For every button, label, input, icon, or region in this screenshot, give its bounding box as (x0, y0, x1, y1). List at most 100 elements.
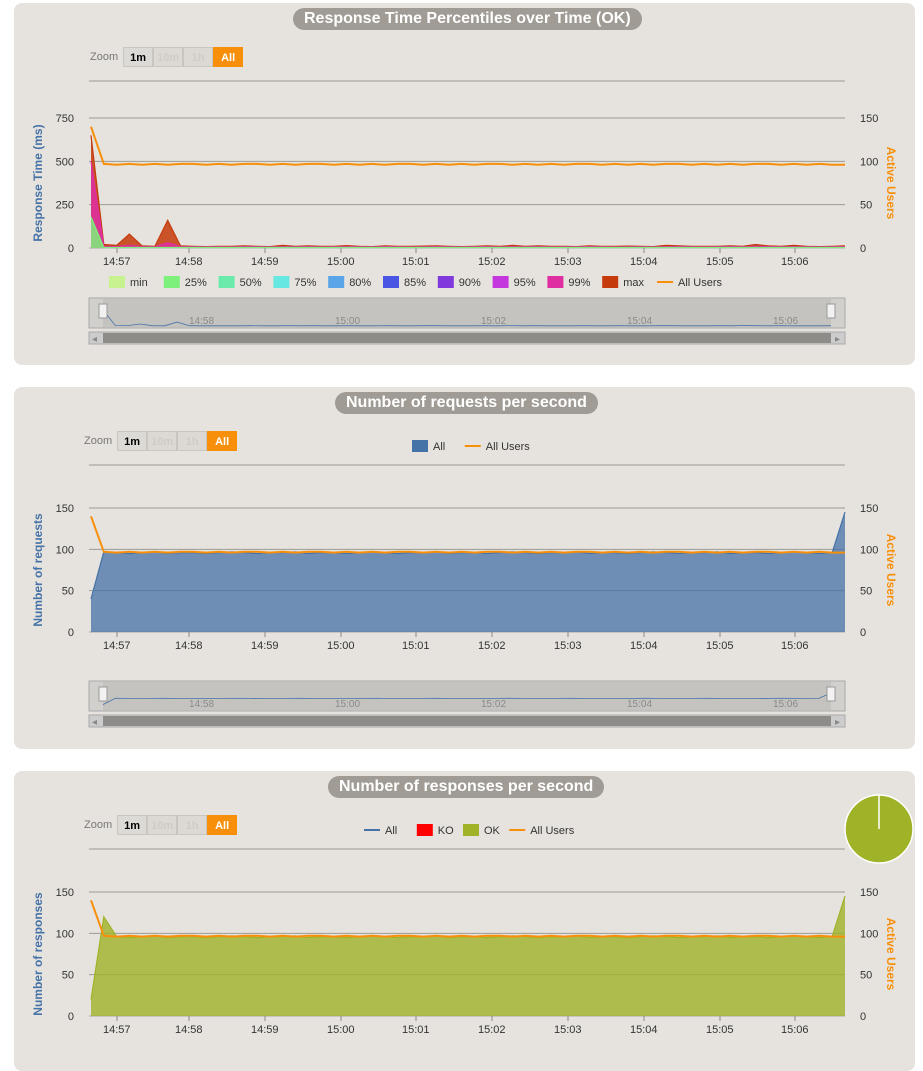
navigator-tick-label: 15:06 (773, 699, 798, 710)
x-tick-label: 14:58 (175, 640, 203, 652)
series-line-active-users (90, 899, 845, 938)
legend-swatch (602, 276, 619, 288)
zoom-1h-button[interactable]: 1h (177, 815, 208, 835)
legend-label: 99% (568, 277, 590, 289)
navigator-tick-label: 14:58 (189, 316, 214, 327)
y-tick-label: 250 (56, 200, 74, 212)
zoom-1m-button[interactable]: 1m (123, 47, 154, 67)
legend-swatch (416, 824, 433, 836)
zoom-10m-button[interactable]: 10m (147, 431, 178, 451)
x-tick-label: 15:05 (706, 640, 734, 652)
y-tick-label: 0 (68, 243, 74, 255)
navigator-handle (826, 303, 836, 319)
y-tick-label: 100 (56, 544, 74, 556)
zoom-1m-button[interactable]: 1m (117, 431, 148, 451)
legend-label: max (623, 277, 644, 289)
zoom-all-button[interactable]: All (207, 815, 238, 835)
legend-label: 95% (514, 277, 536, 289)
navigator-series (102, 309, 832, 327)
zoom-controls: Zoom 1m 10m 1h All (84, 815, 238, 835)
legend-label: 25% (185, 277, 207, 289)
zoom-all-button[interactable]: All (213, 47, 244, 67)
legend-item: All Users (657, 277, 723, 289)
legend-item: 75% (273, 276, 317, 289)
series-area-all (91, 512, 845, 632)
legend-item: 90% (437, 276, 481, 289)
scrollbar-thumb (103, 333, 831, 343)
x-tick-label: 14:57 (103, 640, 131, 652)
response-time-panel: Response Time Percentiles over Time (OK)… (14, 3, 915, 365)
legend-item: min (109, 276, 148, 289)
x-tick-label: 15:06 (781, 256, 809, 268)
y-tick-label: 50 (62, 586, 74, 598)
navigator-handle (826, 686, 836, 702)
x-tick-label: 15:03 (554, 640, 582, 652)
zoom-controls: Zoom 1m 10m 1h All (84, 431, 238, 451)
y2-tick-label: 50 (860, 200, 872, 212)
zoom-1h-button[interactable]: 1h (177, 431, 208, 451)
scroll-right-arrow-icon: ▸ (835, 717, 840, 728)
x-tick-label: 15:06 (781, 640, 809, 652)
x-tick-label: 14:59 (251, 640, 279, 652)
legend-swatch (383, 276, 399, 288)
legend-label: 50% (240, 277, 262, 289)
scrollbar-thumb (103, 716, 831, 726)
zoom-all-button[interactable]: All (207, 431, 238, 451)
navigator-tick-label: 15:00 (335, 699, 360, 710)
y-axis-title: Number of requests (31, 513, 45, 627)
y-tick-label: 0 (68, 1011, 74, 1023)
navigator-handle (98, 303, 108, 319)
legend-label: All Users (530, 825, 575, 837)
y-tick-label: 500 (56, 156, 74, 168)
legend-swatch (412, 440, 428, 452)
navigator-tick-label: 15:02 (481, 316, 506, 327)
y2-axis-title: Active Users (884, 918, 898, 991)
zoom-10m-button[interactable]: 10m (153, 47, 184, 67)
x-tick-label: 14:59 (251, 1024, 279, 1036)
legend-item: 50% (218, 276, 262, 289)
legend-item: 95% (492, 276, 536, 289)
series-area-ok (91, 896, 845, 1016)
responses-panel: Number of responses per second Zoom 1m 1… (14, 771, 915, 1071)
response-time-chart: 0 250 500 750 0 50 100 150 14:57 14:58 14:59 15:00 1… (31, 80, 898, 345)
zoom-10m-button[interactable]: 10m (147, 815, 178, 835)
responses-chart: 0 50 100 150 0 50 100 150 14:57 14:58 14:59 15:00 15… (31, 794, 914, 1036)
y-axis-title: Response Time (ms) (31, 124, 45, 241)
x-tick-label: 15:01 (402, 1024, 430, 1036)
navigator-series (102, 692, 832, 705)
y2-tick-label: 150 (860, 113, 878, 125)
y2-tick-label: 150 (860, 887, 878, 899)
panel-title: Response Time Percentiles over Time (OK) (293, 8, 642, 30)
legend-label: OK (484, 825, 501, 837)
x-tick-label: 15:03 (554, 256, 582, 268)
legend-item: KO (416, 824, 454, 837)
legend-item: All Users (464, 441, 530, 453)
legend-item: 99% (547, 276, 591, 289)
x-tick-label: 15:06 (781, 1024, 809, 1036)
y2-tick-label: 150 (860, 503, 878, 515)
legend-swatch (547, 276, 564, 288)
legend-swatch (328, 276, 345, 288)
navigator-selection (103, 298, 831, 328)
x-tick-label: 15:04 (630, 1024, 658, 1036)
y2-axis-title: Active Users (884, 147, 898, 220)
navigator-tick-label: 15:02 (481, 699, 506, 710)
zoom-1m-button[interactable]: 1m (117, 815, 148, 835)
series-line-max (90, 135, 846, 248)
legend-label: 85% (404, 277, 426, 289)
x-tick-label: 15:05 (706, 1024, 734, 1036)
x-tick-label: 15:01 (402, 256, 430, 268)
zoom-1h-button[interactable]: 1h (183, 47, 214, 67)
legend-item: OK (463, 824, 501, 837)
x-tick-label: 15:00 (327, 640, 355, 652)
y2-tick-label: 100 (860, 544, 878, 556)
legend-item: All (364, 825, 397, 837)
series-line-99- (90, 161, 846, 248)
x-tick-label: 14:59 (251, 256, 279, 268)
legend-label: All (433, 441, 445, 453)
y2-tick-label: 100 (860, 156, 878, 168)
panel-title: Number of responses per second (328, 776, 605, 798)
navigator-selection (103, 681, 831, 711)
legend-label: KO (438, 825, 454, 837)
requests-panel: Number of requests per second Zoom 1m 10… (14, 387, 915, 749)
